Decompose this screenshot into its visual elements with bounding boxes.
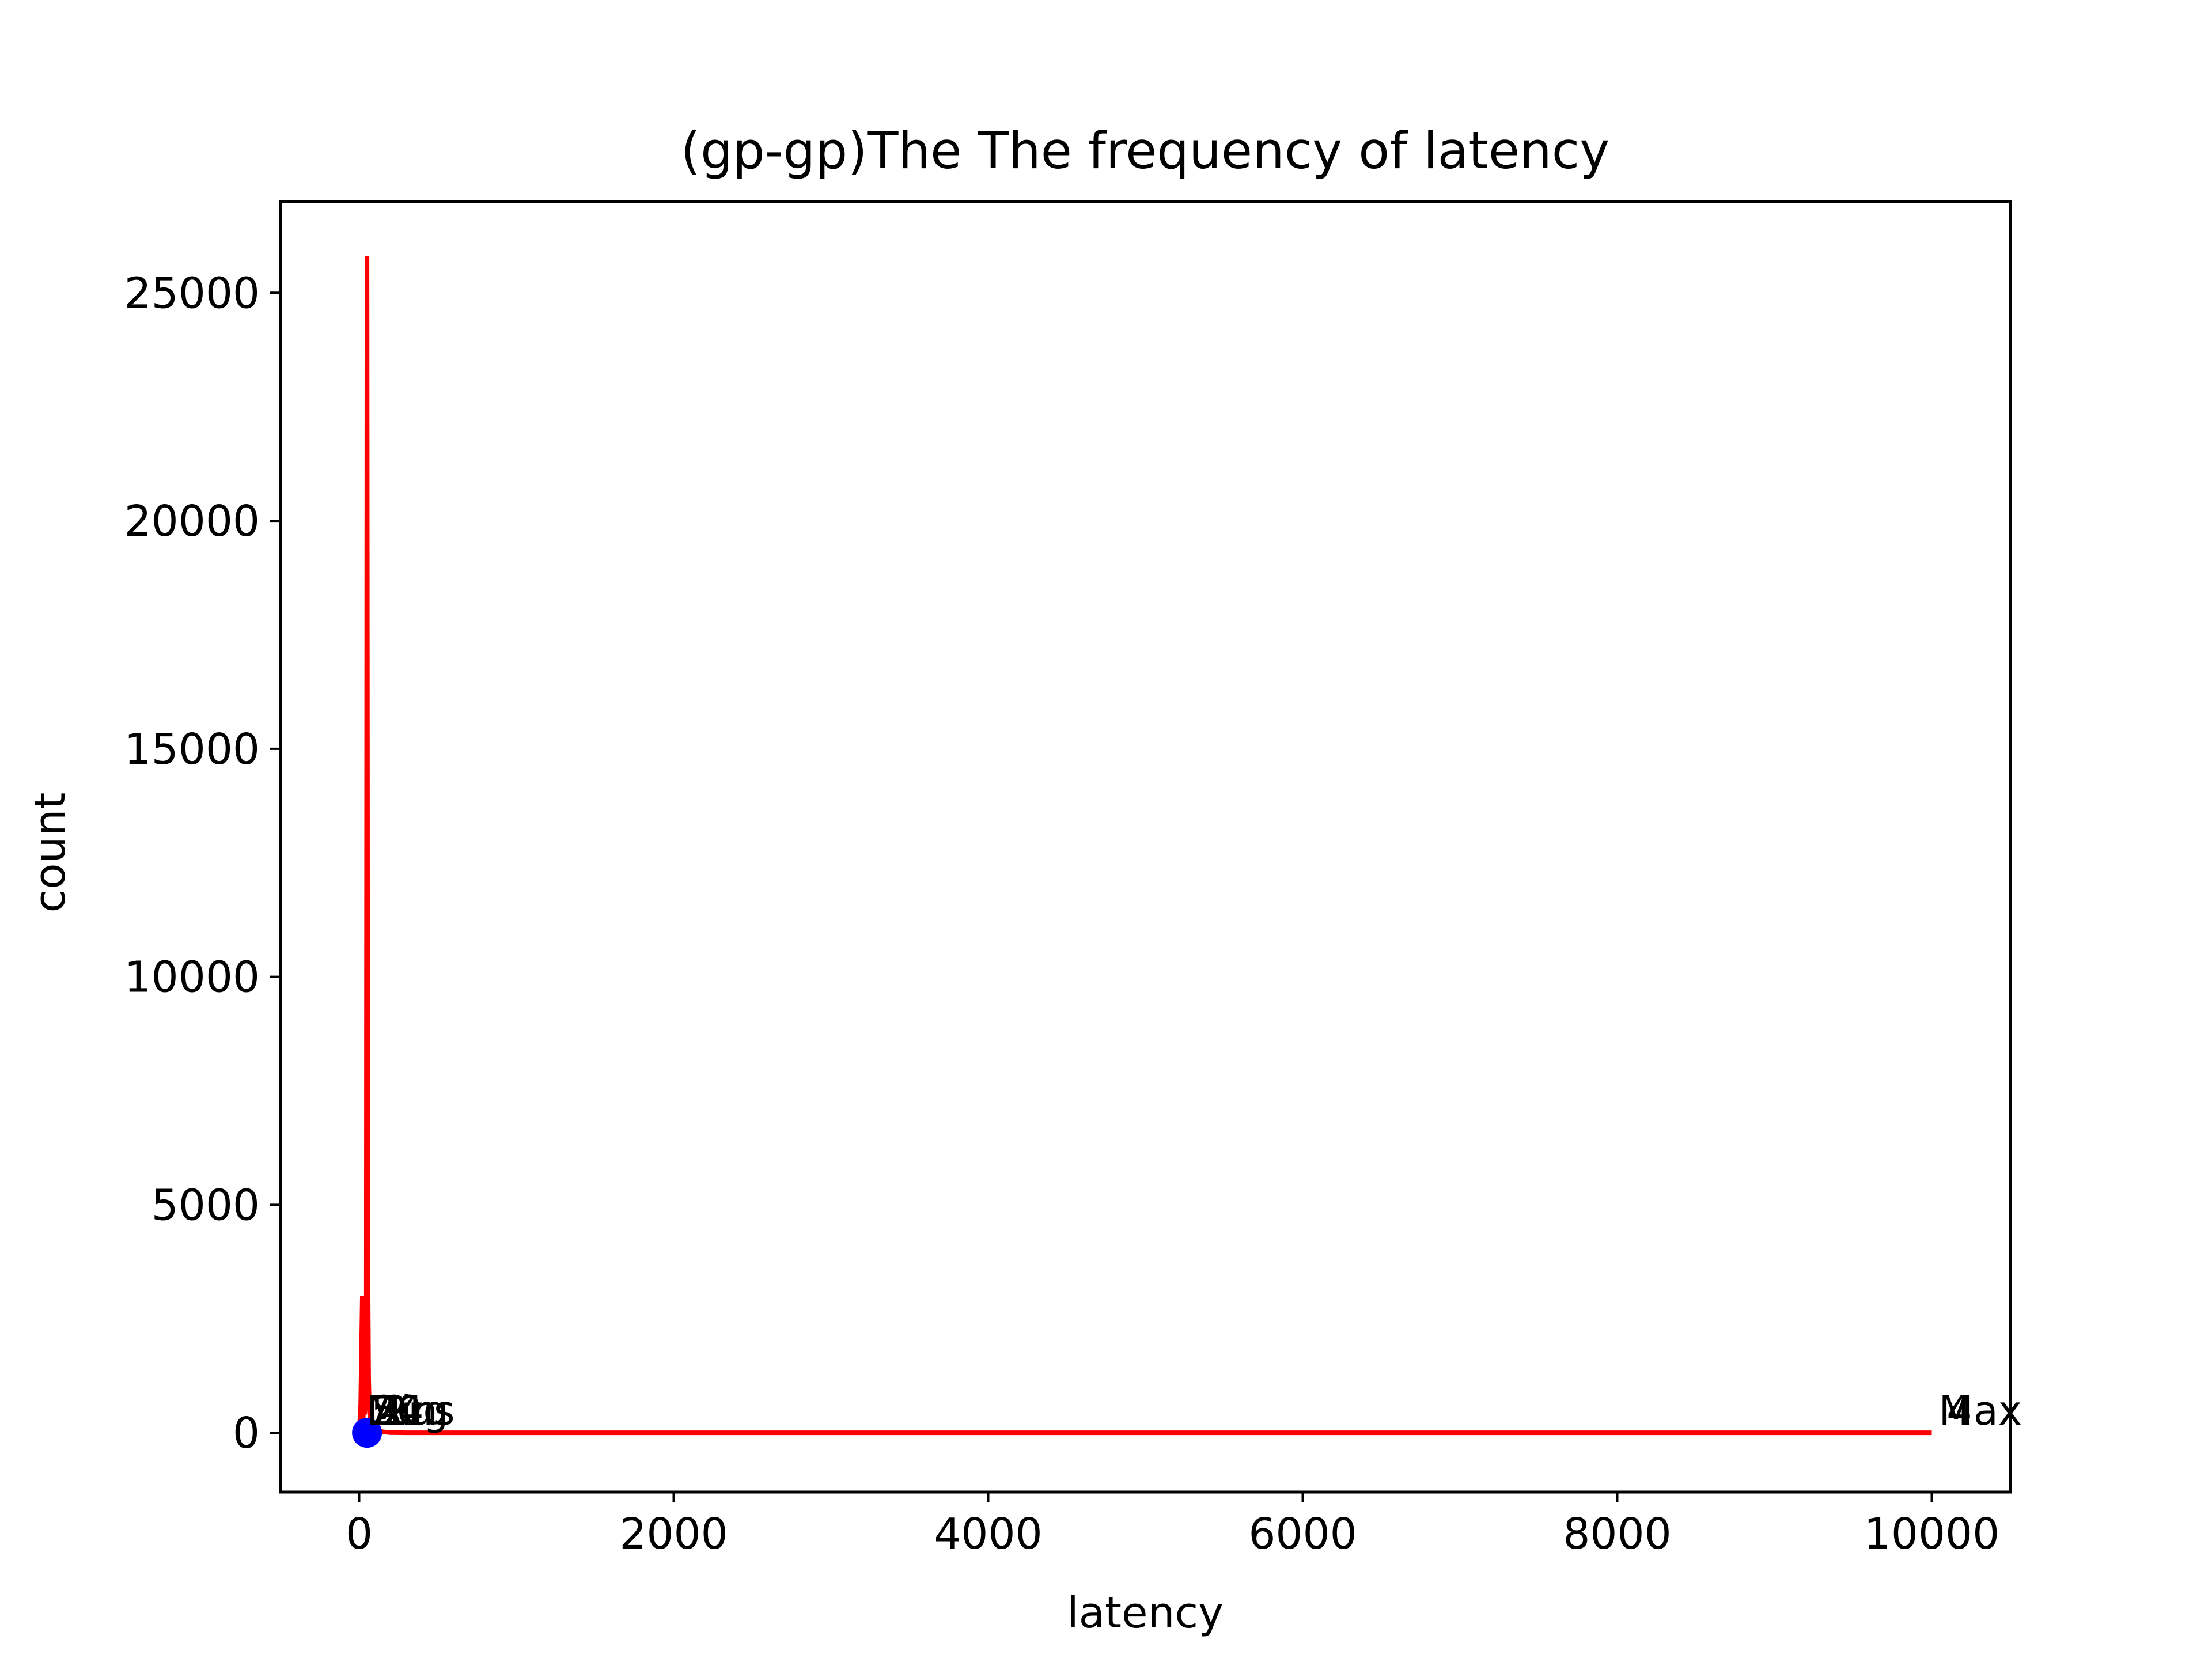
x-axis-label: latency (1067, 1588, 1224, 1638)
annotation-label-3: Avg (374, 1387, 449, 1434)
x-tick-label-1: 2000 (619, 1509, 728, 1559)
y-tick-label-0: 0 (233, 1409, 260, 1458)
y-tick-label-3: 15000 (124, 725, 260, 774)
plot-area-frame (279, 200, 2012, 1494)
y-tick-label-4: 20000 (124, 497, 260, 546)
x-tick-label-0: 0 (346, 1509, 373, 1559)
series-line-0 (357, 256, 1932, 1436)
annotation-label-6: 4 (1946, 1387, 1972, 1434)
y-tick-label-2: 10000 (124, 953, 260, 1002)
marker-layer (352, 1418, 382, 1448)
annotation-label-5: Max (1939, 1387, 2022, 1434)
annotation-label-0: Min (366, 1387, 438, 1434)
series-layer (357, 256, 1932, 1436)
x-tick-label-2: 4000 (934, 1509, 1042, 1559)
x-tick-label-5: 10000 (1864, 1509, 1999, 1559)
y-axis-label: count (25, 793, 75, 913)
x-tick-label-4: 8000 (1563, 1509, 1671, 1559)
annotation-label-1: 50 (371, 1387, 422, 1434)
annotation-label-4: 2us (382, 1387, 454, 1434)
annotation-label-2: 24 (372, 1387, 423, 1434)
y-tick-label-5: 25000 (124, 268, 260, 318)
tick-layer: 0 2000 4000 6000 8000 10000 0 5000 10000 15000 200… (124, 268, 2000, 1559)
data-marker-0 (352, 1418, 382, 1448)
y-tick-label-1: 5000 (151, 1180, 260, 1230)
chart-title: (gp-gp)The The frequency of latency (681, 121, 1610, 180)
x-tick-label-3: 6000 (1248, 1509, 1357, 1559)
